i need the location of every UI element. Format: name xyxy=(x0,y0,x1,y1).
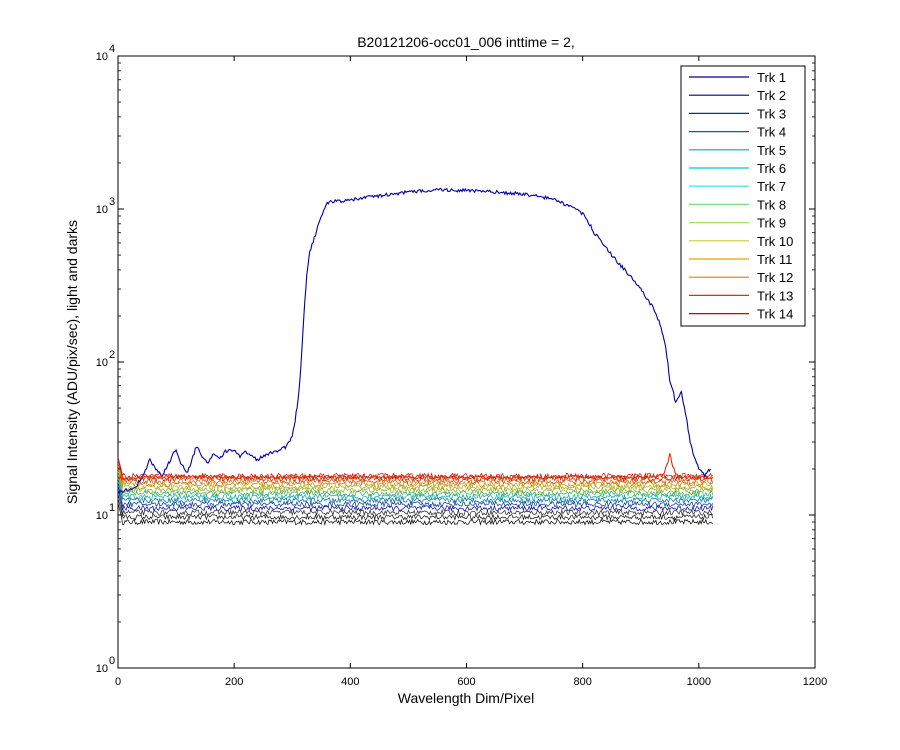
legend-label: Trk 6 xyxy=(757,161,786,176)
dark-trace-11 xyxy=(117,465,713,489)
legend-label: Trk 14 xyxy=(757,307,793,322)
legend-label: Trk 5 xyxy=(757,143,786,158)
y-tick-exponent: 0 xyxy=(109,655,115,667)
legend-label: Trk 10 xyxy=(757,234,793,249)
legend-label: Trk 4 xyxy=(757,125,786,140)
series-lines xyxy=(117,187,714,494)
dark-trace-8 xyxy=(117,474,714,498)
x-tick-label: 600 xyxy=(457,676,475,688)
legend-label: Trk 9 xyxy=(757,216,786,231)
legend-label: Trk 2 xyxy=(757,88,786,103)
y-axis-label: Signal Intensity (ADU/pix/sec), light an… xyxy=(64,220,80,504)
dark-traces xyxy=(117,457,714,526)
x-tick-label: 1000 xyxy=(687,676,711,688)
dark-trace-4 xyxy=(117,489,714,512)
x-tick-label: 400 xyxy=(341,676,359,688)
dark-trace-6 xyxy=(117,481,713,505)
y-tick-label: 10 xyxy=(96,357,108,369)
dark-trace-7 xyxy=(117,478,714,501)
legend-label: Trk 1 xyxy=(757,70,786,85)
legend-label: Trk 8 xyxy=(757,197,786,212)
series-line-trk-13 xyxy=(117,453,714,481)
x-tick-label: 200 xyxy=(225,676,243,688)
y-tick-exponent: 3 xyxy=(109,196,115,208)
legend-label: Trk 7 xyxy=(757,179,786,194)
x-axis: 0 200 400 600 800 1000 1200 xyxy=(115,56,827,688)
dark-trace-5 xyxy=(117,485,714,509)
x-axis-label: Wavelength Dim/Pixel xyxy=(398,690,534,706)
x-tick-label: 800 xyxy=(573,676,591,688)
y-tick-exponent: 4 xyxy=(109,43,115,55)
y-tick-label: 10 xyxy=(96,51,108,63)
dark-trace-12 xyxy=(117,462,714,486)
dark-trace-1 xyxy=(117,503,713,526)
legend-box xyxy=(680,65,806,327)
y-tick-label: 10 xyxy=(96,510,108,522)
y-tick-exponent: 1 xyxy=(109,502,115,514)
x-tick-label: 0 xyxy=(115,676,121,688)
y-tick-label: 10 xyxy=(96,663,108,675)
x-tick-label: 1200 xyxy=(803,676,827,688)
legend-label: Trk 3 xyxy=(757,106,786,121)
legend-label: Trk 11 xyxy=(757,252,792,267)
dark-trace-2 xyxy=(117,498,714,522)
legend: Trk 1 Trk 2 Trk 3 Trk 4 Trk 5 Trk 6 Trk 7 Trk 8… xyxy=(680,65,806,327)
series-line-trk-1 xyxy=(117,187,711,494)
legend-label: Trk 13 xyxy=(757,288,793,303)
y-tick-label: 10 xyxy=(96,204,108,216)
dark-trace-10 xyxy=(117,468,714,492)
legend-label: Trk 12 xyxy=(757,270,793,285)
chart-title: B20121206-occ01_006 inttime = 2, xyxy=(357,34,575,50)
y-tick-exponent: 2 xyxy=(109,349,115,361)
